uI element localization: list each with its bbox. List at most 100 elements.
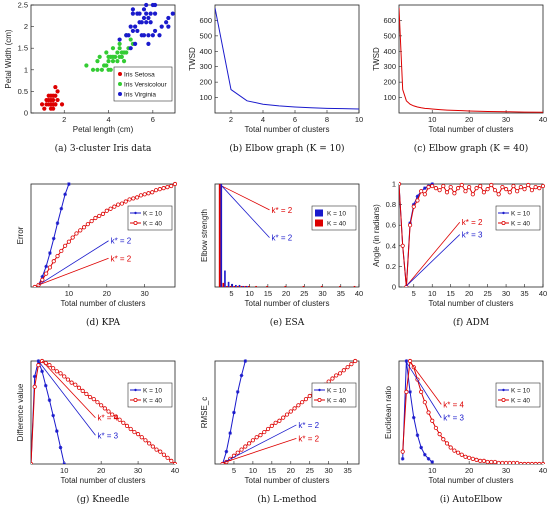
scatter-point [141,33,147,38]
series-marker [307,393,312,399]
y-tick-label: 600 [383,16,396,25]
axes-frame [398,4,544,114]
annotation-arrow [221,185,270,238]
bar [224,270,226,287]
y-tick-label: 0.8 [386,200,396,209]
series-marker [63,243,68,248]
x-tick-label: 20 [282,289,290,298]
series-marker [121,420,126,425]
legend-label: K = 10 [327,387,346,394]
panel-caption: (g) Kneedle [77,494,130,505]
series-marker [485,187,490,192]
scatter-point [144,2,149,8]
series-marker [522,461,527,464]
series-marker [243,359,248,363]
series-marker [345,365,350,370]
annotation-label: k* = 2 [272,234,293,243]
legend: K = 10 K = 40 [311,382,357,408]
legend-label: Iris Versicolour [124,81,167,88]
x-tick-label: 4 [261,115,265,124]
scatter-point [48,102,54,107]
series-marker [69,380,74,385]
series-marker [419,389,424,394]
series-marker [36,363,41,368]
series-marker [44,271,49,276]
series-marker [165,455,170,460]
y-tick-label: 0.6 [386,221,396,230]
series-marker [407,223,413,228]
series-marker [433,186,439,191]
series-marker [143,438,148,443]
series-marker [47,265,53,270]
series-marker [399,181,402,187]
scatter-point [144,20,149,25]
series-marker [158,449,163,454]
scatter-point [110,59,116,64]
scatter-point [44,97,49,103]
series-marker [51,366,56,371]
series-marker [154,447,159,452]
scatter-point [104,50,109,55]
series-marker [66,239,71,244]
legend-swatch [118,72,122,76]
series-marker [40,277,45,282]
series-marker [281,415,286,420]
annotation-label: k* = 2 [111,254,132,263]
scatter-point [128,37,133,42]
annotation-arrow [222,437,297,464]
series-marker [262,429,267,435]
legend-box [495,205,541,231]
series-marker [404,359,409,363]
series-marker [430,460,435,464]
scatter-point [170,11,175,16]
legend-marker [502,388,505,392]
series-marker [349,361,354,367]
scatter-point [53,84,58,90]
series-marker [142,192,147,197]
bar [242,285,244,287]
annotation-arrow [41,360,96,419]
plot-area [31,358,177,464]
series-marker [153,188,159,193]
series-marker [135,432,141,437]
series-marker [415,433,420,437]
bar [244,285,246,287]
scatter-point [146,15,151,21]
series-marker [478,183,483,189]
axes-frame [398,183,544,288]
series-marker [273,420,278,425]
y-axis-label: Error [16,226,25,244]
series-marker [55,221,60,225]
series-marker [87,394,93,400]
panel-caption: (h) L-method [257,494,316,505]
series-marker [157,187,162,192]
series-marker [433,425,439,431]
series-marker [67,182,71,186]
bar [247,285,250,287]
scatter-point [108,67,113,72]
series-marker [518,184,523,190]
bar [222,282,225,287]
scatter-point [135,28,140,34]
series-marker [243,444,248,449]
panel-caption: (b) Elbow graph (K = 10) [229,143,344,154]
x-tick-label: 15 [268,466,276,475]
series-marker [467,184,472,190]
series-marker [269,423,274,428]
y-tick-label: 0.2 [386,262,396,271]
series-marker [85,222,90,227]
legend-label: K = 10 [327,210,346,217]
x-tick-label: 40 [539,289,547,298]
scatter-point [124,50,129,55]
scatter-point [157,33,162,38]
x-tick-label: 30 [502,466,510,475]
axes-frame [398,360,544,465]
panel-b: 2 4 6 8 10 100 200 300 400 500 600 Total number of … [188,4,363,154]
x-tick-label: 20 [97,466,105,475]
x-tick-label: 35 [520,289,528,298]
x-tick-label: 25 [483,289,491,298]
series-marker [110,412,115,417]
series-marker [250,438,255,443]
y-axis-label: Angle (in radians) [372,204,381,267]
series-line [34,183,70,287]
